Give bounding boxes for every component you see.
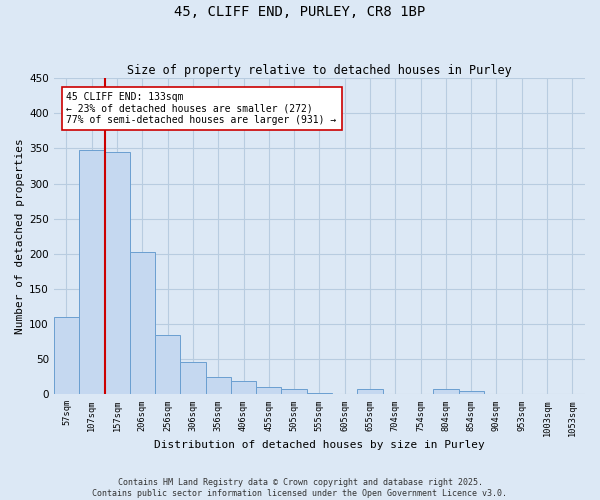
Bar [307,393,332,394]
X-axis label: Distribution of detached houses by size in Purley: Distribution of detached houses by size … [154,440,485,450]
Y-axis label: Number of detached properties: Number of detached properties [15,138,25,334]
Text: 45, CLIFF END, PURLEY, CR8 1BP: 45, CLIFF END, PURLEY, CR8 1BP [175,5,425,19]
Bar [256,387,281,394]
Bar [104,152,130,394]
Bar [206,376,231,394]
Bar [155,334,180,394]
Bar [281,390,307,394]
Bar [358,390,383,394]
Bar [433,390,458,394]
Bar [458,390,484,394]
Bar [231,381,256,394]
Bar [180,362,206,394]
Title: Size of property relative to detached houses in Purley: Size of property relative to detached ho… [127,64,512,77]
Bar [54,317,79,394]
Bar [79,150,104,394]
Text: Contains HM Land Registry data © Crown copyright and database right 2025.
Contai: Contains HM Land Registry data © Crown c… [92,478,508,498]
Bar [130,252,155,394]
Text: 45 CLIFF END: 133sqm
← 23% of detached houses are smaller (272)
77% of semi-deta: 45 CLIFF END: 133sqm ← 23% of detached h… [67,92,337,126]
